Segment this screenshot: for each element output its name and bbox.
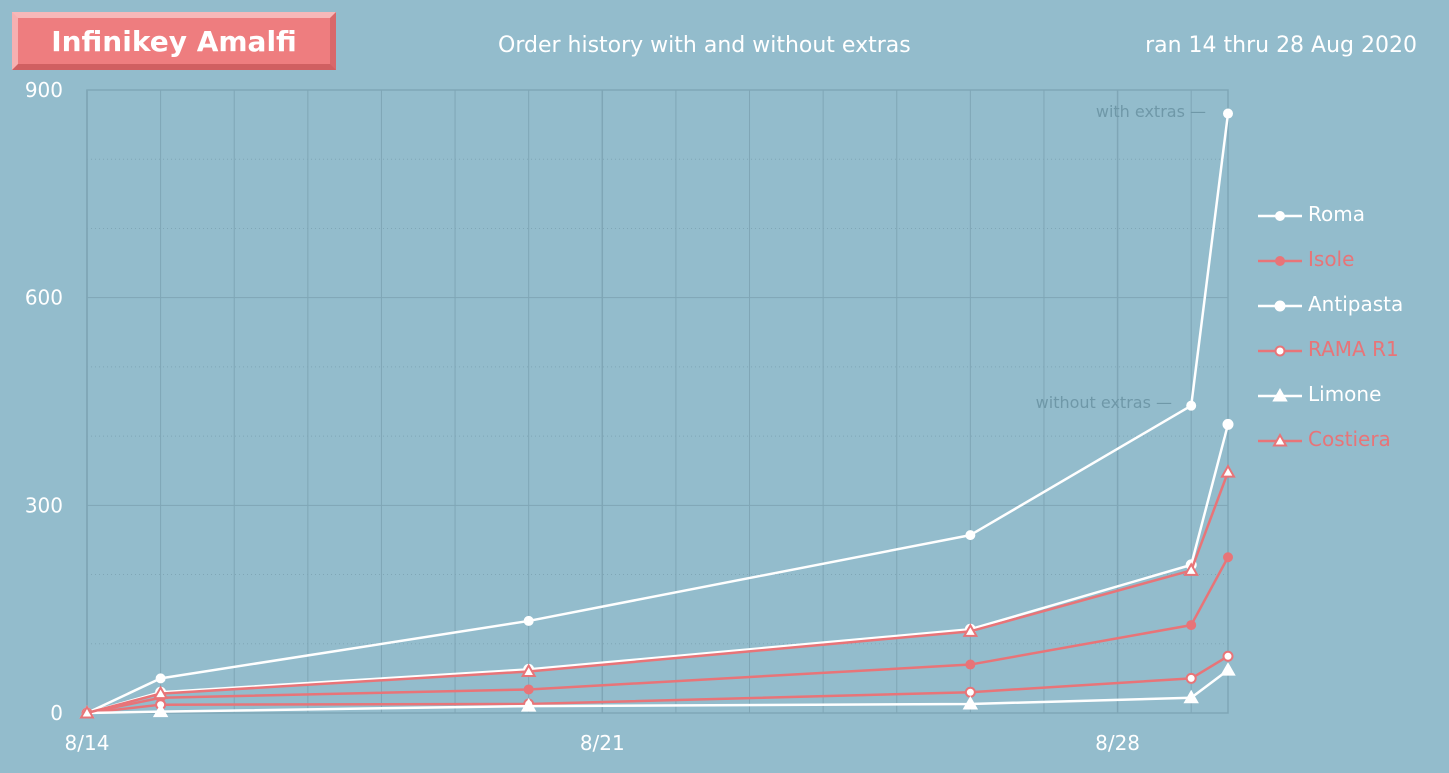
legend-swatch-antipasta	[1258, 300, 1302, 312]
legend-item-limone: Limone	[1258, 380, 1438, 425]
legend-label: Costiera	[1308, 427, 1391, 451]
data-point-costiera	[1183, 562, 1199, 576]
legend-label: Limone	[1308, 382, 1382, 406]
data-point-costiera	[79, 704, 95, 719]
legend-swatch-costiera	[1258, 432, 1302, 447]
x-tick-label: 8/21	[580, 731, 625, 755]
data-point-costiera	[962, 623, 979, 637]
series-line-costiera	[86, 471, 1230, 715]
data-point-limone	[1183, 689, 1199, 704]
plot-area-border	[86, 89, 1229, 714]
data-point-roma	[965, 530, 976, 541]
series-line-rama-r1	[86, 655, 1229, 715]
annotation-label: without extras —	[1036, 393, 1172, 412]
data-point-limone	[520, 698, 537, 712]
x-tick-label: 8/14	[65, 731, 110, 755]
legend-label: Isole	[1308, 247, 1355, 271]
legend-item-rama-r1: RAMA R1	[1258, 335, 1438, 380]
legend-marker	[1272, 432, 1288, 447]
data-point-isole	[1186, 620, 1197, 631]
data-point-antipasta	[1222, 418, 1234, 430]
series-roma	[82, 108, 1233, 718]
legend-swatch-roma	[1258, 211, 1302, 221]
y-tick-label: 0	[50, 701, 63, 725]
data-point-isole	[1223, 552, 1233, 563]
series-antipasta	[81, 418, 1234, 719]
data-point-limone	[152, 703, 169, 718]
legend-item-antipasta: Antipasta	[1258, 290, 1438, 335]
legend-label: Antipasta	[1308, 292, 1404, 316]
data-point-roma	[523, 615, 534, 626]
series-line-roma	[86, 113, 1230, 715]
legend-item-roma: Roma	[1258, 200, 1438, 245]
chart-title: Order history with and without extras	[498, 33, 911, 58]
legend-label: Roma	[1308, 202, 1365, 226]
series-rama-r1	[81, 650, 1234, 719]
series-limone	[79, 662, 1236, 719]
legend-label: RAMA R1	[1308, 337, 1399, 361]
data-point-costiera	[152, 685, 169, 700]
data-point-isole	[965, 659, 976, 670]
legend-swatch-isole	[1258, 256, 1302, 266]
data-point-roma	[1186, 400, 1197, 411]
x-tick-label: 8/28	[1095, 731, 1140, 755]
legend-item-costiera: Costiera	[1258, 425, 1438, 470]
legend-marker	[1275, 256, 1285, 266]
series-line-isole	[86, 556, 1230, 715]
data-point-costiera	[520, 663, 537, 677]
legend-item-isole: Isole	[1258, 245, 1438, 290]
legend: Roma Isole Antipasta RAMA R1 Limone Costiera	[1258, 200, 1438, 470]
y-tick-label: 600	[25, 286, 63, 310]
legend-swatch-rama-r1	[1258, 345, 1302, 357]
y-tick-label: 900	[25, 78, 63, 102]
y-tick-label: 300	[25, 493, 63, 517]
date-range: ran 14 thru 28 Aug 2020	[1145, 33, 1417, 58]
series-line-antipasta	[86, 424, 1230, 715]
legend-marker	[1274, 345, 1286, 357]
series-isole	[82, 552, 1233, 718]
legend-marker	[1275, 211, 1285, 221]
data-point-limone	[1220, 662, 1236, 676]
legend-marker	[1272, 387, 1288, 402]
brand-badge: Infinikey Amalfi	[12, 12, 336, 70]
data-point-isole	[523, 684, 534, 695]
data-point-roma	[1223, 108, 1233, 119]
annotation-label: with extras —	[1096, 102, 1206, 121]
legend-marker	[1274, 300, 1286, 312]
data-point-roma	[155, 673, 166, 684]
data-point-rama-r1	[1185, 672, 1197, 684]
data-point-rama-r1	[1222, 650, 1234, 662]
legend-swatch-limone	[1258, 387, 1302, 402]
data-point-limone	[962, 695, 979, 710]
series-line-limone	[86, 669, 1229, 715]
series-costiera	[79, 464, 1236, 719]
data-point-rama-r1	[964, 686, 976, 698]
data-point-costiera	[1220, 464, 1236, 478]
brand-label: Infinikey Amalfi	[51, 24, 297, 58]
